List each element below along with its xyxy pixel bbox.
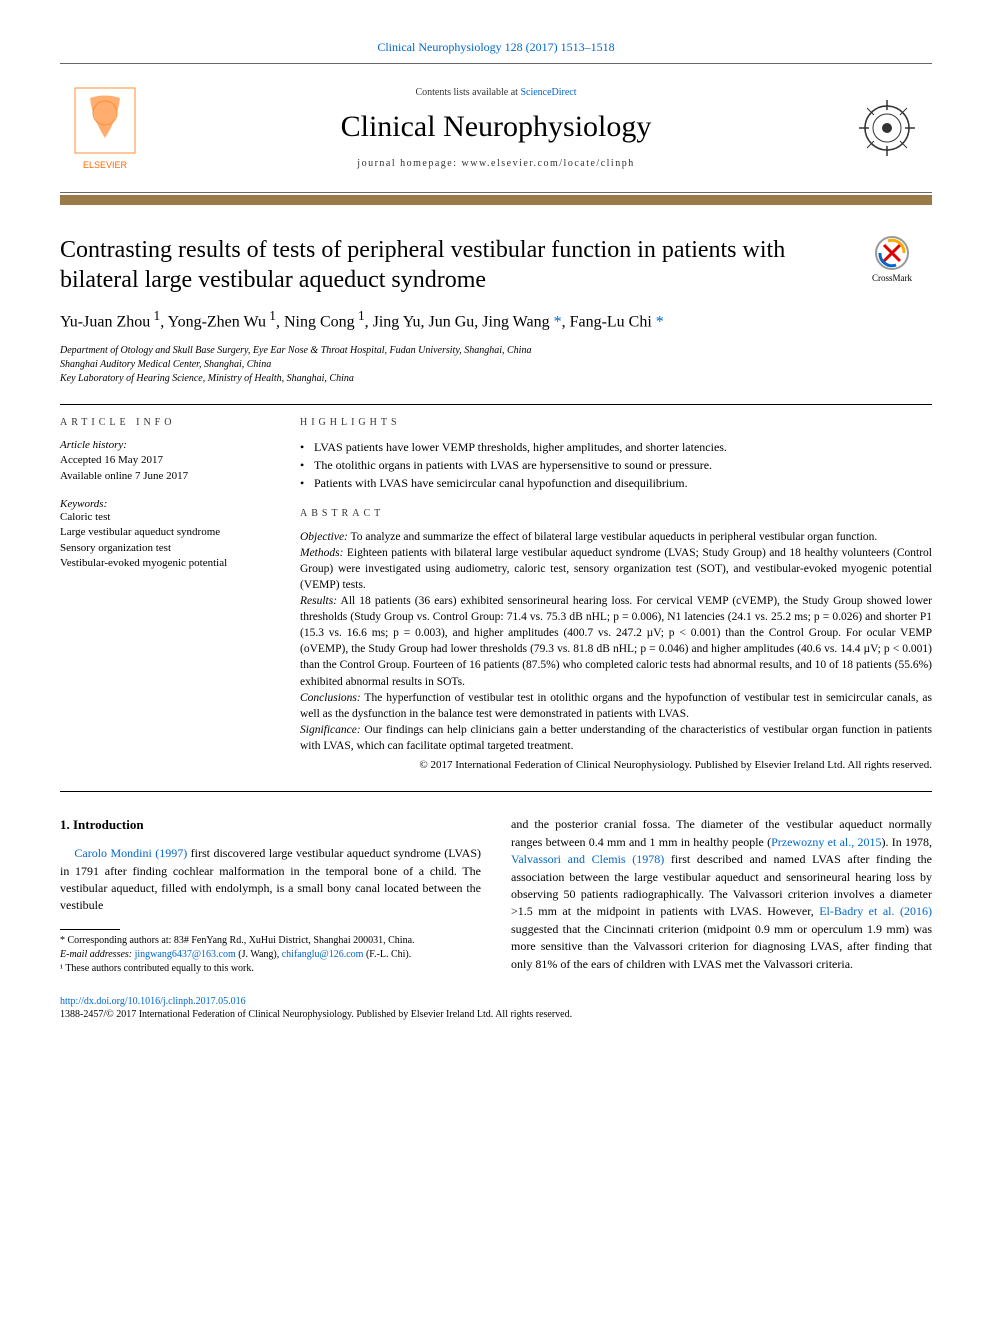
abstract-copyright: © 2017 International Federation of Clini…: [300, 758, 932, 773]
body-column-right: and the posterior cranial fossa. The dia…: [511, 816, 932, 975]
abstract-heading: ABSTRACT: [300, 508, 932, 519]
email-link[interactable]: jingwang6437@163.com: [135, 949, 236, 960]
journal-cover-icon: [857, 98, 917, 158]
body-column-left: 1. Introduction Carolo Mondini (1997) fi…: [60, 816, 481, 975]
footnotes: * Corresponding authors at: 83# FenYang …: [60, 929, 481, 976]
contents-available: Contents lists available at ScienceDirec…: [150, 87, 842, 98]
keywords-label: Keywords:: [60, 498, 270, 510]
article-title: Contrasting results of tests of peripher…: [60, 235, 842, 295]
article-info-heading: ARTICLE INFO: [60, 417, 270, 428]
history-online: Available online 7 June 2017: [60, 469, 270, 484]
crossmark-label: CrossMark: [852, 273, 932, 283]
authors-line: Yu-Juan Zhou 1, Yong-Zhen Wu 1, Ning Con…: [60, 307, 932, 334]
intro-heading: 1. Introduction: [60, 816, 481, 835]
highlights-list: LVAS patients have lower VEMP thresholds…: [300, 438, 932, 492]
citation-link[interactable]: Carolo Mondini (1997): [74, 846, 187, 860]
crossmark-badge[interactable]: CrossMark: [852, 235, 932, 283]
corr-mark-icon: *: [554, 313, 562, 330]
citation-link[interactable]: Valvassori and Clemis (1978): [511, 852, 664, 866]
citation-link[interactable]: El-Badry et al. (2016): [819, 904, 932, 918]
affiliations: Department of Otology and Skull Base Sur…: [60, 344, 932, 386]
journal-homepage: journal homepage: www.elsevier.com/locat…: [150, 158, 842, 169]
page-footer: http://dx.doi.org/10.1016/j.clinph.2017.…: [60, 996, 932, 1020]
email-link[interactable]: chifanglu@126.com: [282, 949, 364, 960]
elsevier-logo: ELSEVIER: [70, 83, 140, 173]
corr-mark-icon: *: [656, 313, 664, 330]
citation-line: Clinical Neurophysiology 128 (2017) 1513…: [60, 40, 932, 55]
divider: [60, 404, 932, 405]
accent-rule: [60, 195, 932, 205]
doi-link[interactable]: http://dx.doi.org/10.1016/j.clinph.2017.…: [60, 996, 246, 1007]
history-label: Article history:: [60, 438, 270, 453]
divider: [60, 791, 932, 792]
highlights-heading: HIGHLIGHTS: [300, 417, 932, 428]
svg-text:ELSEVIER: ELSEVIER: [83, 160, 128, 170]
history-accepted: Accepted 16 May 2017: [60, 453, 270, 468]
journal-name: Clinical Neurophysiology: [150, 110, 842, 144]
sciencedirect-link[interactable]: ScienceDirect: [520, 87, 576, 98]
citation-link[interactable]: Przewozny et al., 2015: [771, 835, 881, 849]
masthead: ELSEVIER Contents lists available at Sci…: [60, 63, 932, 193]
abstract-body: Objective: To analyze and summarize the …: [300, 529, 932, 774]
keywords-list: Caloric test Large vestibular aqueduct s…: [60, 510, 270, 572]
